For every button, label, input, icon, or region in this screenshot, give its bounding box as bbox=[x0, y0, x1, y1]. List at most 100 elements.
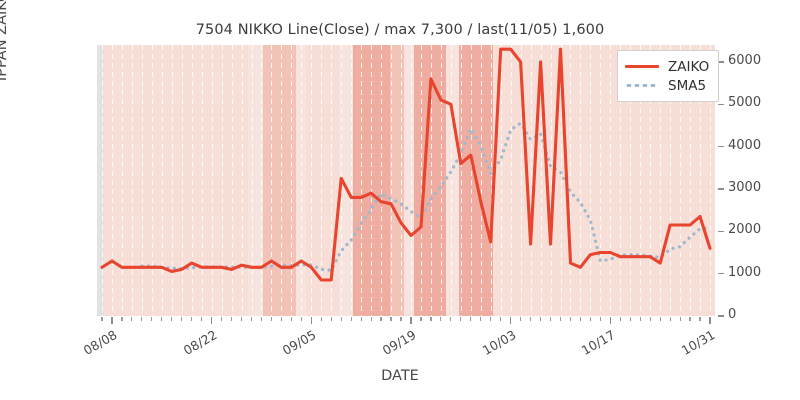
gridline bbox=[141, 45, 143, 316]
gridline bbox=[171, 45, 173, 316]
x-tick-label: 10/31 bbox=[678, 327, 718, 359]
x-tick-mark-minor bbox=[300, 317, 302, 321]
gridline bbox=[231, 45, 233, 316]
gridline bbox=[700, 45, 702, 316]
gridline bbox=[191, 45, 193, 316]
gridline bbox=[121, 45, 123, 316]
gridline bbox=[381, 45, 383, 316]
legend-item-sma5[interactable]: SMA5 bbox=[625, 76, 709, 95]
gridline bbox=[540, 45, 542, 316]
x-tick-mark-minor bbox=[639, 317, 641, 321]
x-tick-mark-minor bbox=[470, 317, 472, 321]
x-tick-mark-minor bbox=[350, 317, 352, 321]
gridline bbox=[520, 45, 522, 316]
x-tick-mark-minor bbox=[500, 317, 502, 321]
gridline bbox=[650, 45, 652, 316]
gridline bbox=[580, 45, 582, 316]
y-tick-label: 0 bbox=[728, 307, 737, 322]
gridline bbox=[670, 45, 672, 316]
x-tick-mark-minor bbox=[250, 317, 253, 321]
gridline bbox=[480, 45, 482, 316]
x-tick-mark-major bbox=[709, 317, 711, 324]
x-tick-mark-minor bbox=[440, 317, 442, 321]
gridline bbox=[660, 45, 662, 316]
gridline bbox=[450, 45, 452, 316]
y-tick-mark bbox=[718, 315, 724, 317]
x-tick-mark-minor bbox=[420, 317, 422, 321]
x-tick-mark-minor bbox=[679, 317, 681, 321]
x-tick-label: 08/22 bbox=[180, 327, 220, 359]
legend-label-zaiko: ZAIKO bbox=[668, 58, 710, 75]
x-tick-mark-minor bbox=[380, 317, 382, 321]
zaiko-line bbox=[100, 47, 712, 282]
background-band bbox=[404, 45, 415, 316]
x-tick-mark-minor bbox=[330, 317, 332, 321]
gridline bbox=[410, 45, 412, 316]
x-tick-mark-minor bbox=[260, 317, 263, 321]
gridline bbox=[690, 45, 692, 316]
gridline bbox=[391, 45, 393, 316]
gridline bbox=[460, 45, 462, 316]
y-tick-label: 6000 bbox=[728, 52, 762, 68]
gridline bbox=[401, 45, 403, 316]
gridline bbox=[261, 45, 263, 316]
gridline bbox=[590, 45, 592, 316]
y-tick-mark bbox=[718, 61, 724, 63]
x-tick-mark-minor bbox=[121, 317, 123, 321]
gridline bbox=[630, 45, 632, 316]
x-tick-mark-minor bbox=[220, 317, 223, 321]
series-lines bbox=[100, 47, 712, 282]
background-band bbox=[262, 45, 296, 316]
gridline bbox=[620, 45, 622, 316]
x-tick-mark-minor bbox=[629, 317, 631, 321]
gridline bbox=[490, 45, 492, 316]
x-tick-mark-minor bbox=[270, 317, 273, 321]
x-tick-mark-minor bbox=[161, 317, 163, 321]
gridline bbox=[361, 45, 363, 316]
gridline bbox=[151, 45, 153, 316]
gridline bbox=[271, 45, 273, 316]
gridline bbox=[111, 45, 113, 316]
chart-legend[interactable]: ZAIKO SMA5 bbox=[617, 50, 720, 102]
y-tick-label: 2000 bbox=[728, 222, 762, 238]
x-tick-mark-minor bbox=[151, 317, 153, 321]
legend-label-sma5: SMA5 bbox=[668, 77, 707, 94]
x-tick-mark-minor bbox=[589, 317, 591, 321]
y-axis-label-text: IPPAN ZAIKO (volume) bbox=[0, 0, 10, 82]
x-tick-mark-minor bbox=[460, 317, 462, 321]
legend-swatch-zaiko bbox=[625, 61, 659, 73]
background-band bbox=[295, 45, 306, 316]
gridline bbox=[301, 45, 303, 316]
background-band bbox=[97, 45, 105, 316]
x-tick-mark-minor bbox=[230, 317, 233, 321]
x-tick-mark-major bbox=[609, 317, 612, 324]
y-tick-mark bbox=[718, 230, 724, 232]
x-tick-mark-minor bbox=[290, 317, 292, 321]
x-tick-mark-minor bbox=[619, 317, 621, 321]
gridline bbox=[291, 45, 293, 316]
x-tick-mark-major bbox=[410, 317, 412, 324]
x-tick-label: 08/08 bbox=[80, 327, 120, 359]
gridline bbox=[440, 45, 442, 316]
x-tick-mark-minor bbox=[320, 317, 322, 321]
gridline bbox=[371, 45, 373, 316]
x-tick-mark-major bbox=[211, 317, 213, 324]
gridline bbox=[710, 45, 712, 316]
y-tick-mark bbox=[718, 103, 724, 105]
gridline bbox=[181, 45, 183, 316]
x-tick-mark-minor bbox=[340, 317, 342, 321]
plot-area bbox=[97, 45, 715, 316]
x-tick-mark-minor bbox=[280, 317, 282, 321]
x-tick-mark-minor bbox=[360, 317, 362, 321]
x-tick-mark-minor bbox=[669, 317, 671, 321]
gridline bbox=[131, 45, 133, 316]
gridline bbox=[251, 45, 253, 316]
legend-item-zaiko[interactable]: ZAIKO bbox=[625, 57, 709, 76]
gridline bbox=[470, 45, 472, 316]
gridline bbox=[570, 45, 572, 316]
x-tick-mark-minor bbox=[171, 317, 173, 321]
x-tick-mark-minor bbox=[539, 317, 542, 321]
x-tick-mark-major bbox=[111, 317, 113, 324]
x-tick-mark-minor bbox=[529, 317, 532, 321]
